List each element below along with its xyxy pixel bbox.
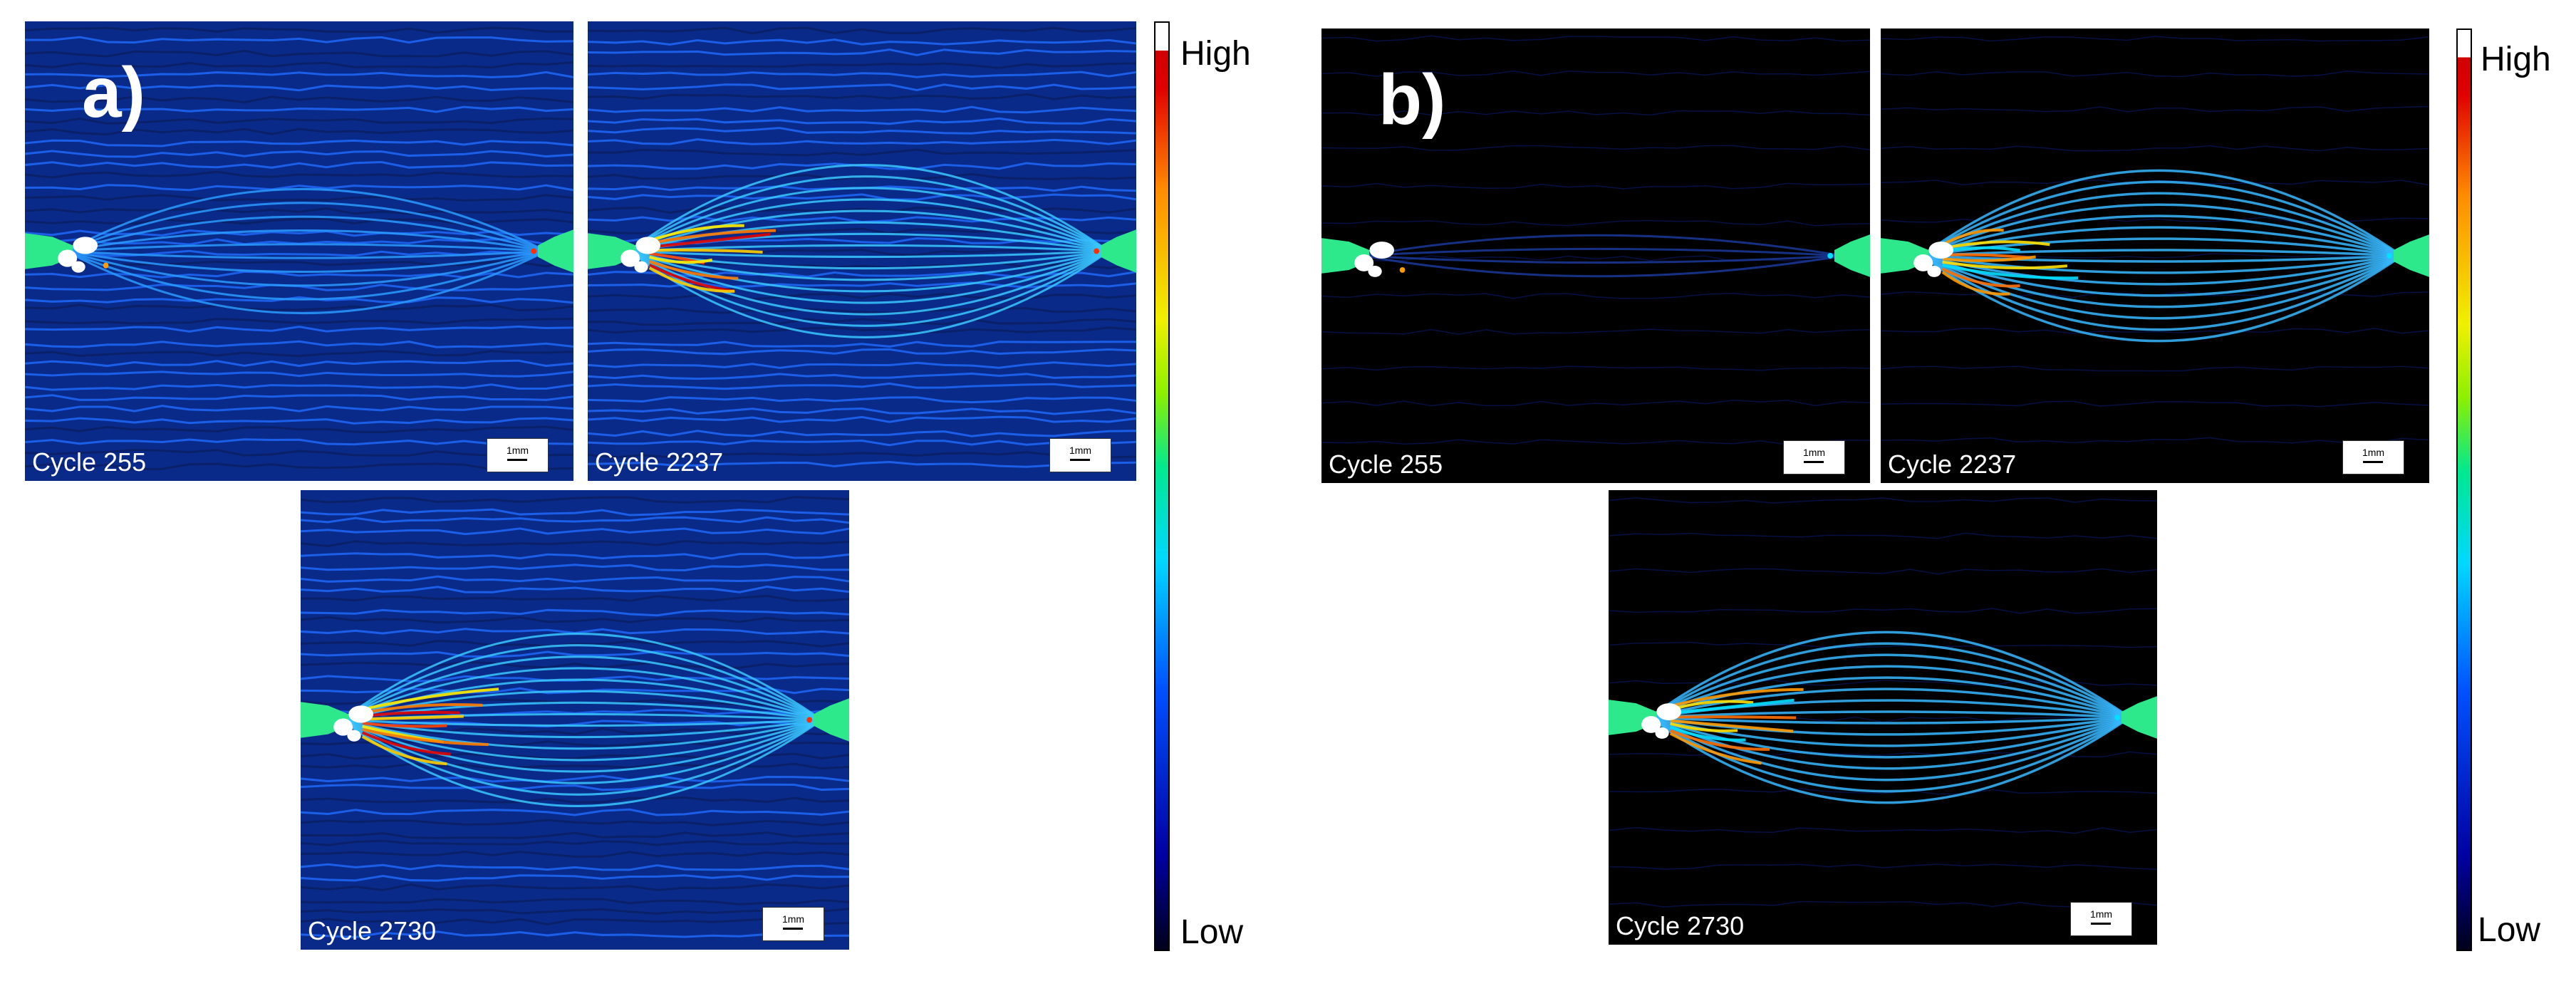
cycle-label: Cycle 255 [1329, 450, 1443, 479]
panel-b-frame-cycle-255: b) Cycle 255 1mm [1321, 28, 1870, 483]
cycle-label: Cycle 255 [32, 447, 147, 477]
panel-a-colorbar [1154, 21, 1170, 951]
strain-field-image [25, 21, 573, 481]
scale-bar-label: 1mm [2089, 908, 2113, 920]
scale-bar-line [507, 459, 527, 461]
strain-field-image [588, 21, 1136, 481]
panel-a-frame-cycle-2730: Cycle 2730 1mm [301, 490, 849, 950]
strain-field-image [1881, 28, 2429, 483]
cycle-label: Cycle 2730 [308, 916, 437, 945]
panel-a-letter: a) [82, 53, 145, 133]
colorbar-low-label: Low [1180, 913, 1244, 951]
scale-bar-label: 1mm [1069, 445, 1092, 456]
scale-bar-label: 1mm [1802, 447, 1826, 458]
scale-bar: 1mm [487, 438, 549, 472]
scale-bar-label: 1mm [506, 445, 529, 456]
scale-bar-line [1804, 461, 1824, 463]
panel-b-colorbar [2456, 28, 2472, 951]
scale-bar: 1mm [2070, 902, 2132, 936]
scale-bar: 1mm [1049, 438, 1111, 472]
scale-bar-line [783, 928, 803, 930]
panel-b-frame-cycle-2237: Cycle 2237 1mm [1881, 28, 2429, 483]
scale-bar: 1mm [762, 907, 824, 941]
panel-a-frame-cycle-255: a) Cycle 255 1mm [25, 21, 573, 481]
colorbar-high-label: High [2481, 41, 2551, 78]
scale-bar-label: 1mm [2362, 447, 2385, 458]
scale-bar: 1mm [2342, 440, 2404, 474]
panel-a-frame-cycle-2237: Cycle 2237 1mm [588, 21, 1136, 481]
scale-bar-label: 1mm [781, 913, 805, 925]
colorbar-high-label: High [1180, 35, 1251, 73]
cycle-label: Cycle 2730 [1616, 911, 1745, 940]
colorbar-low-label: Low [2478, 911, 2541, 949]
scale-bar-line [2091, 923, 2111, 925]
scale-bar-line [1070, 459, 1090, 461]
panel-b-frame-cycle-2730: Cycle 2730 1mm [1609, 490, 2157, 945]
strain-field-image [1321, 28, 1870, 483]
scale-bar-line [2363, 461, 2383, 463]
cycle-label: Cycle 2237 [1888, 450, 2017, 479]
cycle-label: Cycle 2237 [595, 447, 724, 477]
scale-bar: 1mm [1783, 440, 1845, 474]
panel-b-letter: b) [1378, 60, 1446, 140]
strain-field-image [1609, 490, 2157, 945]
strain-field-image [301, 490, 849, 950]
